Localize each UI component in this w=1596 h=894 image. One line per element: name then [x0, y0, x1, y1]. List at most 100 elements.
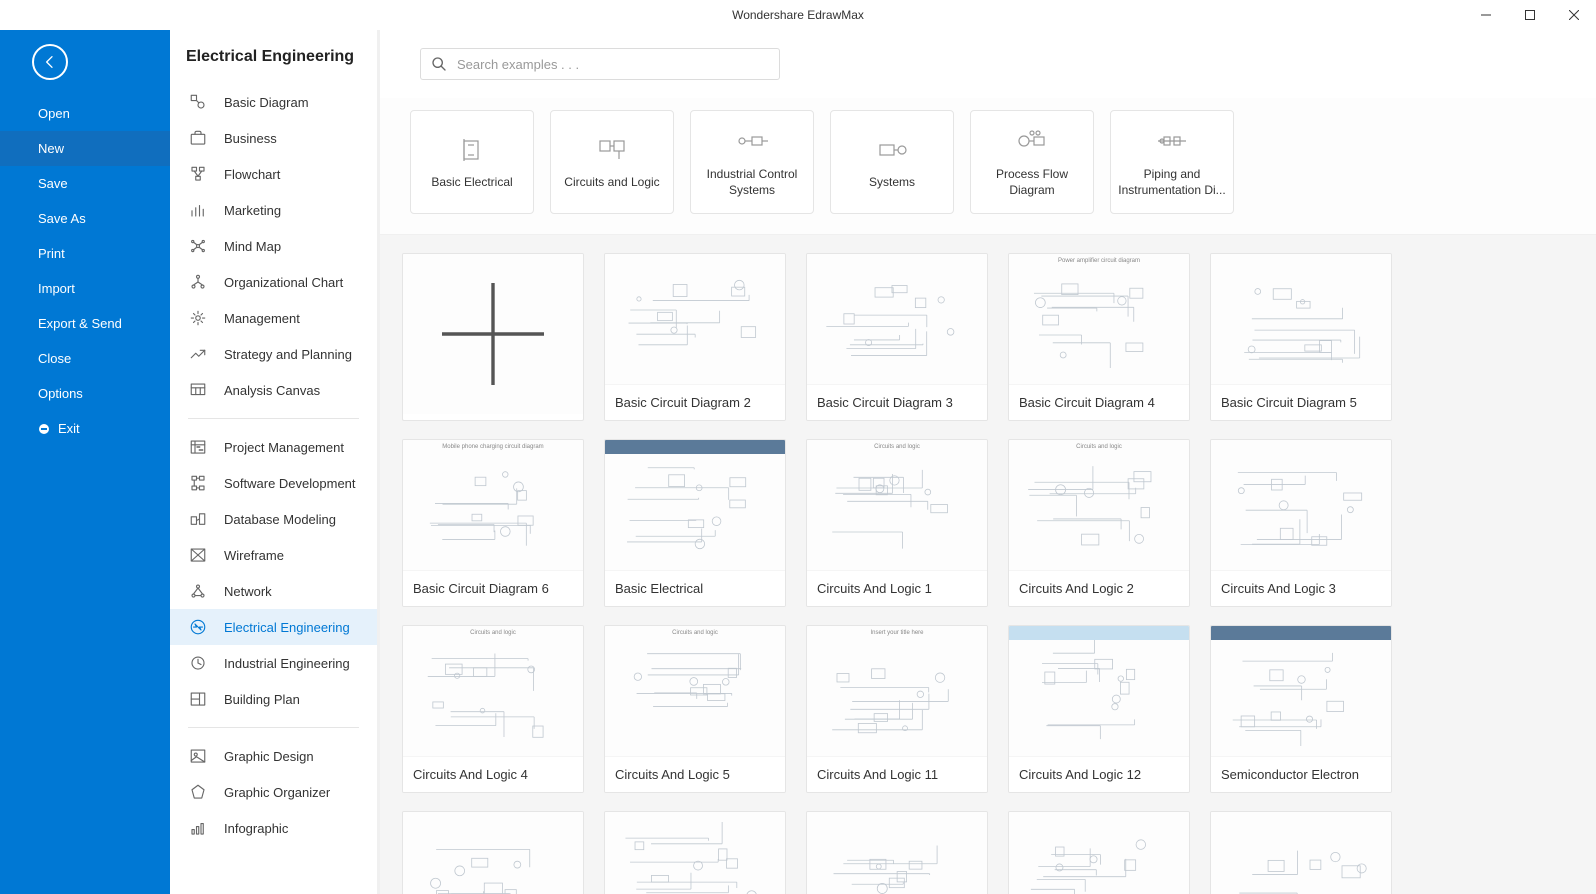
diagram-type-systems[interactable]: Systems [830, 110, 954, 214]
template-label: Circuits And Logic 5 [605, 756, 785, 792]
strategy-icon [188, 344, 208, 364]
template-card[interactable]: Circuits And Logic 3 [1210, 439, 1392, 607]
content-area: Basic Electrical Circuits and Logic Indust… [380, 30, 1596, 894]
template-card[interactable]: Basic Circuit Diagram 2 [604, 253, 786, 421]
file-menu-save-as[interactable]: Save As [0, 201, 170, 236]
organizer-icon [188, 782, 208, 802]
category-software-development[interactable]: Software Development [170, 465, 377, 501]
template-card[interactable]: Basic Electrical [604, 439, 786, 607]
close-button[interactable] [1552, 0, 1596, 30]
diagram-type-label: Basic Electrical [431, 175, 512, 191]
template-card[interactable]: Mobile phone charging circuit diagramBas… [402, 439, 584, 607]
template-card[interactable] [1008, 811, 1190, 894]
category-flowchart[interactable]: Flowchart [170, 156, 377, 192]
category-label: Organizational Chart [224, 275, 343, 290]
category-graphic-design[interactable]: Graphic Design [170, 738, 377, 774]
category-graphic-organizer[interactable]: Graphic Organizer [170, 774, 377, 810]
template-card[interactable]: Basic Circuit Diagram 3 [806, 253, 988, 421]
template-thumbnail: Circuits and Logic [1009, 626, 1189, 756]
file-menu-exit[interactable]: Exit [0, 411, 170, 446]
category-analysis-canvas[interactable]: Analysis Canvas [170, 372, 377, 408]
graphic-icon [188, 746, 208, 766]
category-management[interactable]: Management [170, 300, 377, 336]
category-label: Wireframe [224, 548, 284, 563]
category-database-modeling[interactable]: Database Modeling [170, 501, 377, 537]
template-card[interactable]: Semiconductor Electron [1210, 625, 1392, 793]
category-marketing[interactable]: Marketing [170, 192, 377, 228]
maximize-button[interactable] [1508, 0, 1552, 30]
template-card[interactable] [806, 811, 988, 894]
back-button[interactable] [32, 44, 68, 80]
management-icon [188, 308, 208, 328]
file-menu-close[interactable]: Close [0, 341, 170, 376]
template-card[interactable]: Insert your title hereCircuits And Logic… [806, 625, 988, 793]
category-basic-diagram[interactable]: Basic Diagram [170, 84, 377, 120]
category-infographic[interactable]: Infographic [170, 810, 377, 846]
template-blank[interactable] [402, 253, 584, 421]
diagram-type-icon [1012, 125, 1052, 157]
diagram-type-industrial-control-systems[interactable]: Industrial Control Systems [690, 110, 814, 214]
template-card[interactable]: Circuits and logicCircuits And Logic 2 [1008, 439, 1190, 607]
template-card[interactable]: Basic Circuit Diagram 5 [1210, 253, 1392, 421]
marketing-icon [188, 200, 208, 220]
file-menu-print[interactable]: Print [0, 236, 170, 271]
template-label: Circuits And Logic 12 [1009, 756, 1189, 792]
template-thumbnail [1009, 812, 1189, 894]
file-menu-label: Save [38, 176, 68, 191]
diagram-type-basic-electrical[interactable]: Basic Electrical [410, 110, 534, 214]
wireframe-icon [188, 545, 208, 565]
mindmap-icon [188, 236, 208, 256]
search-icon [431, 56, 447, 72]
template-thumbnail [605, 254, 785, 384]
template-card[interactable]: Power amplifier circuit diagramBasic Cir… [1008, 253, 1190, 421]
category-mind-map[interactable]: Mind Map [170, 228, 377, 264]
category-strategy-and-planning[interactable]: Strategy and Planning [170, 336, 377, 372]
template-thumbnail [605, 812, 785, 894]
search-box[interactable] [420, 48, 780, 80]
category-organizational-chart[interactable]: Organizational Chart [170, 264, 377, 300]
diagram-type-label: Circuits and Logic [564, 175, 659, 191]
database-icon [188, 509, 208, 529]
template-card[interactable]: Circuits and logicCircuits And Logic 5 [604, 625, 786, 793]
minimize-button[interactable] [1464, 0, 1508, 30]
file-menu-export--send[interactable]: Export & Send [0, 306, 170, 341]
template-card[interactable] [1210, 811, 1392, 894]
diagram-type-icon [872, 133, 912, 165]
category-project-management[interactable]: Project Management [170, 429, 377, 465]
category-label: Basic Diagram [224, 95, 309, 110]
template-label: Circuits And Logic 1 [807, 570, 987, 606]
category-network[interactable]: Network [170, 573, 377, 609]
file-menu-import[interactable]: Import [0, 271, 170, 306]
electrical-icon [188, 617, 208, 637]
template-card[interactable]: Circuits and logicCircuits And Logic 4 [402, 625, 584, 793]
category-wireframe[interactable]: Wireframe [170, 537, 377, 573]
template-grid[interactable]: Basic Circuit Diagram 2Basic Circuit Dia… [380, 235, 1596, 894]
template-thumbnail [807, 254, 987, 384]
template-card[interactable] [604, 811, 786, 894]
template-thumbnail: Mobile phone charging circuit diagram [403, 440, 583, 570]
category-industrial-engineering[interactable]: Industrial Engineering [170, 645, 377, 681]
category-electrical-engineering[interactable]: Electrical Engineering [170, 609, 377, 645]
category-business[interactable]: Business [170, 120, 377, 156]
template-label: Circuits And Logic 4 [403, 756, 583, 792]
diagram-type-icon [732, 125, 772, 157]
template-card[interactable] [402, 811, 584, 894]
diagram-type-process-flow-diagram[interactable]: Process Flow Diagram [970, 110, 1094, 214]
template-label: Basic Circuit Diagram 5 [1211, 384, 1391, 420]
template-thumbnail: Insert your title here [807, 626, 987, 756]
category-building-plan[interactable]: Building Plan [170, 681, 377, 717]
file-menu-options[interactable]: Options [0, 376, 170, 411]
template-card[interactable]: Circuits and LogicCircuits And Logic 12 [1008, 625, 1190, 793]
diagram-type-label: Systems [869, 175, 915, 191]
diagram-type-label: Piping and Instrumentation Di... [1117, 167, 1227, 198]
file-menu-label: Save As [38, 211, 86, 226]
file-menu-save[interactable]: Save [0, 166, 170, 201]
diagram-type-piping-and-instrumentation-di-[interactable]: Piping and Instrumentation Di... [1110, 110, 1234, 214]
file-menu-new[interactable]: New [0, 131, 170, 166]
template-card[interactable]: Circuits and logicCircuits And Logic 1 [806, 439, 988, 607]
file-menu-open[interactable]: Open [0, 96, 170, 131]
window-controls [1464, 0, 1596, 30]
diagram-type-circuits-and-logic[interactable]: Circuits and Logic [550, 110, 674, 214]
file-menu-label: Exit [58, 421, 80, 436]
search-input[interactable] [457, 57, 769, 72]
